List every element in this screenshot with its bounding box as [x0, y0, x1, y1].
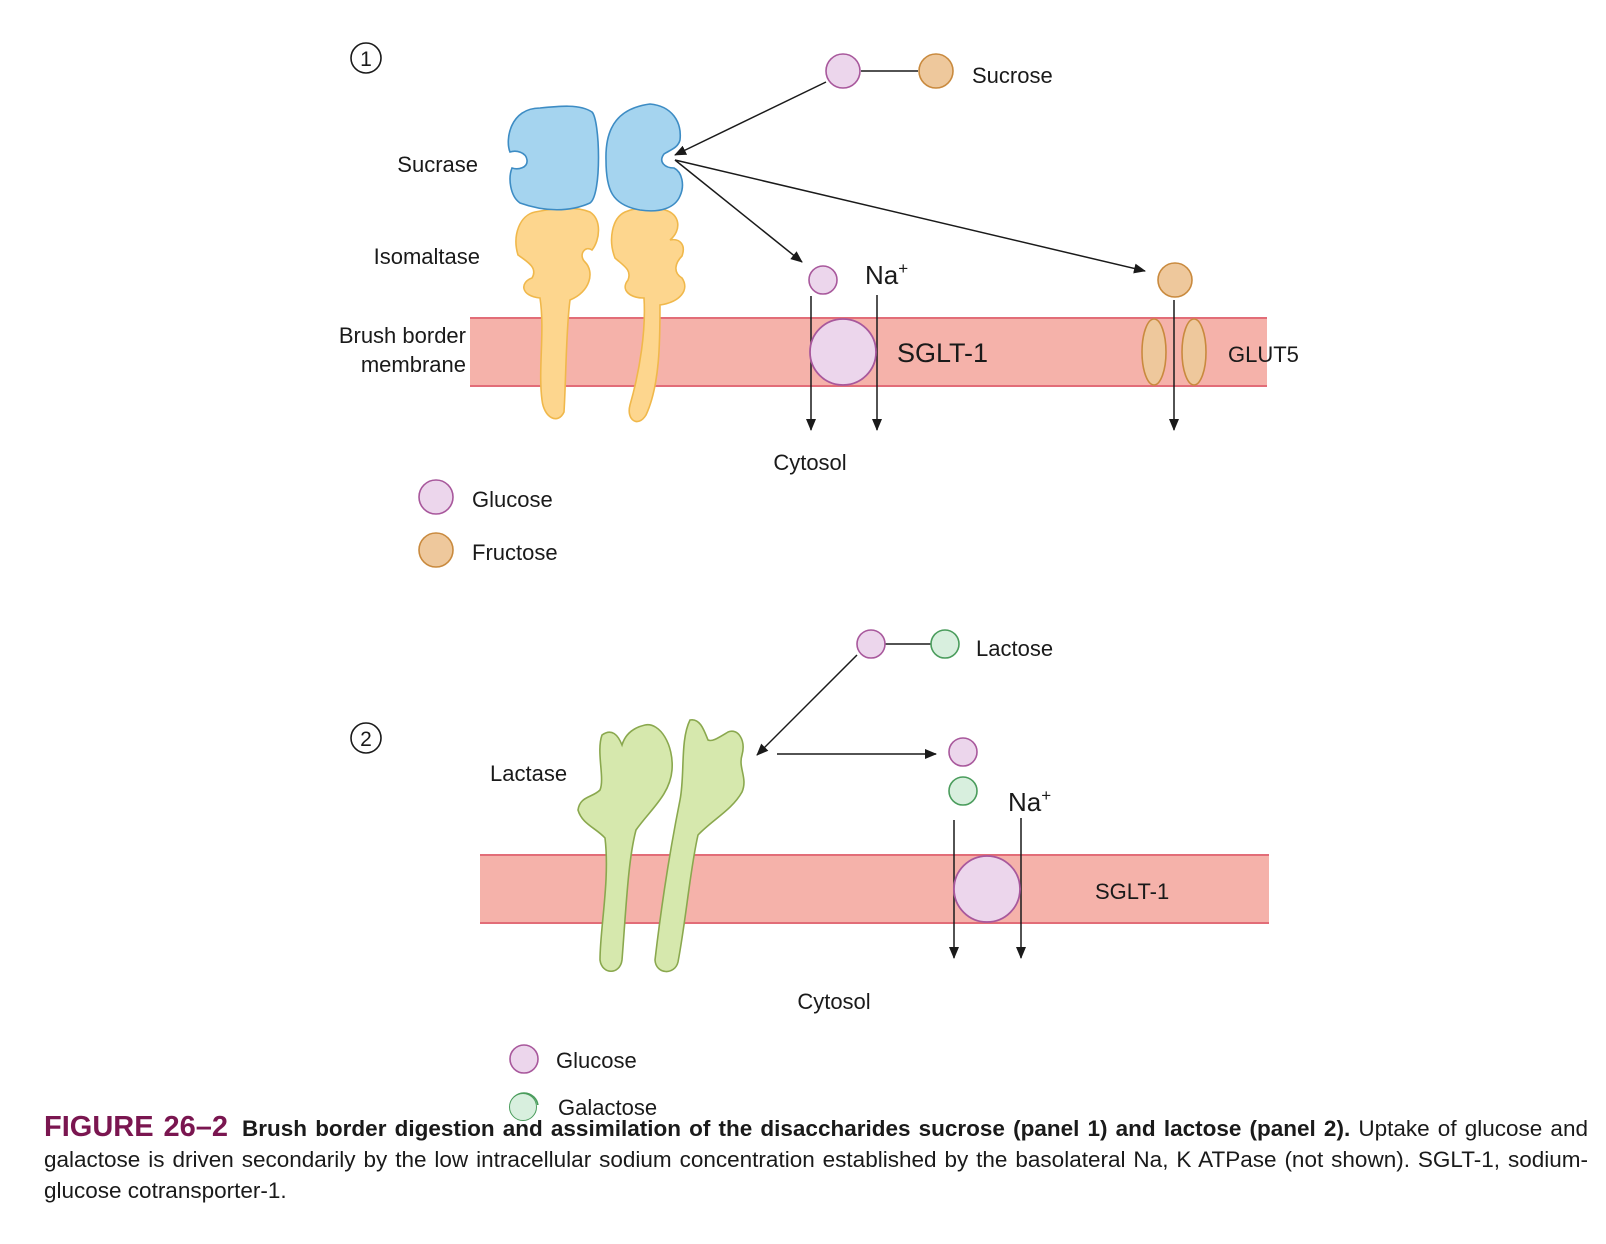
panel-2-sodium-label: Na+ [1008, 786, 1051, 817]
sucrase-enzyme [507, 103, 684, 212]
legend-glucose-label: Glucose [472, 487, 553, 512]
lactose-glucose-unit [856, 629, 886, 659]
figure-caption: FIGURE 26–2 Brush border digestion and as… [44, 1112, 1588, 1206]
diagram: 1 Sucrase Isomaltase Brush border membra… [339, 42, 1299, 1105]
released-glucose [808, 265, 838, 295]
sglt1-label: SGLT-1 [897, 338, 988, 368]
sucrose-fructose-unit [918, 53, 954, 89]
figure-number: FIGURE 26–2 [44, 1111, 229, 1143]
panel-2-number: 2 [360, 728, 372, 751]
membrane-label-line2: membrane [361, 352, 466, 377]
legend-glucose-label-2: Glucose [556, 1048, 637, 1073]
isomaltase-enzyme [515, 206, 686, 423]
legend-galactose-swatch-overlay [509, 1093, 537, 1121]
released-glucose-2 [948, 737, 978, 767]
panel-1-cytosol-label: Cytosol [773, 450, 846, 475]
sucrose-glucose-unit [825, 53, 861, 89]
panel-1-arrows [674, 81, 1179, 431]
fructose-release-arrow [674, 159, 1146, 274]
sglt1-label-2: SGLT-1 [1095, 879, 1169, 904]
isomaltase-label: Isomaltase [374, 244, 480, 269]
panel-1: 1 Sucrase Isomaltase Brush border membra… [339, 42, 1299, 568]
sucrose-molecule [825, 53, 954, 89]
sucrose-label: Sucrose [972, 63, 1053, 88]
panel-2-cytosol-label: Cytosol [797, 989, 870, 1014]
figure-title: Brush border digestion and assimilation … [242, 1116, 1351, 1141]
lactose-label: Lactose [976, 636, 1053, 661]
sglt1-transporter-2 [953, 855, 1021, 923]
legend-fructose-swatch [418, 532, 454, 568]
legend-glucose-swatch-2 [509, 1044, 539, 1074]
lactose-to-lactase-arrow [756, 654, 858, 756]
panel-1-sodium-label: Na+ [865, 259, 908, 290]
panel-1-number-badge: 1 [350, 42, 382, 74]
lactose-galactose-unit [930, 629, 960, 659]
glut5-transporter [1141, 318, 1207, 386]
glut5-label: GLUT5 [1228, 342, 1299, 367]
panel-1-legend: Glucose Fructose [418, 479, 558, 568]
lactase-enzyme [577, 719, 745, 973]
released-galactose [948, 776, 978, 806]
legend-glucose-swatch [418, 479, 454, 515]
panel-2-number-badge: 2 [350, 722, 382, 754]
panel-2: 2 Lactase Lactose [350, 629, 1269, 1105]
brush-border-membrane [470, 317, 1267, 387]
sglt1-transporter [809, 318, 877, 386]
membrane-label-line1: Brush border [339, 323, 466, 348]
lactose-molecule [856, 629, 960, 659]
sucrose-to-sucrase-arrow [674, 81, 827, 156]
lactase-label: Lactase [490, 761, 567, 786]
panel-2-arrows [756, 654, 1026, 959]
released-fructose [1157, 262, 1193, 298]
figure-body: Uptake of glucose and galactose is drive… [44, 1116, 1588, 1203]
glucose-release-arrow [674, 159, 803, 263]
sucrase-label: Sucrase [397, 152, 478, 177]
legend-galactose-label: Galactose [558, 1095, 658, 1120]
legend-fructose-label: Fructose [472, 540, 558, 565]
panel-1-number: 1 [360, 48, 372, 71]
